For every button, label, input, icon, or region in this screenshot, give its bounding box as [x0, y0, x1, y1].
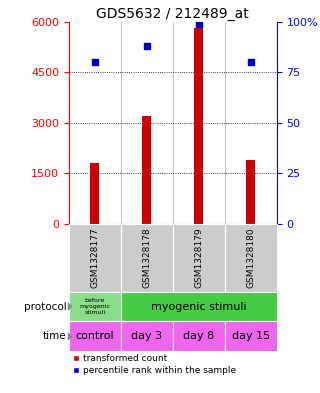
Bar [173, 224, 225, 292]
Text: GSM1328179: GSM1328179 [194, 228, 203, 288]
Bar [225, 224, 277, 292]
Polygon shape [68, 302, 73, 311]
Bar [121, 224, 173, 292]
Text: GSM1328178: GSM1328178 [142, 228, 151, 288]
Point [248, 59, 253, 65]
Legend: transformed count, percentile rank within the sample: transformed count, percentile rank withi… [73, 354, 236, 375]
Bar [69, 292, 121, 321]
Bar [225, 321, 277, 351]
Bar [121, 321, 173, 351]
Bar [142, 116, 151, 224]
Text: time: time [43, 331, 67, 342]
Text: control: control [76, 331, 114, 342]
Point [144, 43, 149, 49]
Text: before
myogenic
stimuli: before myogenic stimuli [79, 298, 110, 315]
Point [92, 59, 97, 65]
Bar [90, 163, 100, 224]
Bar [246, 160, 255, 224]
Text: day 15: day 15 [232, 331, 270, 342]
Text: GSM1328177: GSM1328177 [90, 228, 99, 288]
Title: GDS5632 / 212489_at: GDS5632 / 212489_at [96, 7, 249, 20]
Text: GSM1328180: GSM1328180 [246, 228, 255, 288]
Bar [69, 224, 121, 292]
Text: day 3: day 3 [131, 331, 162, 342]
Bar [173, 321, 225, 351]
Text: myogenic stimuli: myogenic stimuli [151, 301, 247, 312]
Bar [121, 292, 277, 321]
Polygon shape [68, 332, 73, 341]
Text: day 8: day 8 [183, 331, 214, 342]
Point [196, 20, 201, 27]
Text: protocol: protocol [24, 301, 67, 312]
Bar [69, 321, 121, 351]
Bar [194, 28, 204, 224]
